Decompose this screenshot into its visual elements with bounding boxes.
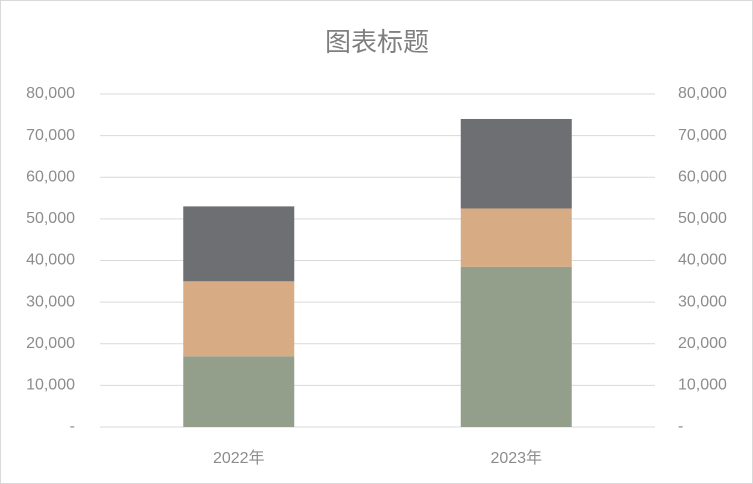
bar-segment xyxy=(183,281,295,357)
y2-tick-label: 40,000 xyxy=(678,252,727,269)
y2-tick-label: 30,000 xyxy=(678,293,727,310)
y2-tick-label: 70,000 xyxy=(678,127,727,144)
y2-tick-label: 60,000 xyxy=(678,168,727,185)
y2-tick-label: 50,000 xyxy=(678,210,727,227)
y-tick-label: 20,000 xyxy=(26,335,75,352)
y-tick-label: 80,000 xyxy=(26,85,75,102)
chart-title: 图表标题 xyxy=(325,27,429,57)
y-tick-label: 50,000 xyxy=(26,210,75,227)
bar-segment xyxy=(183,206,295,282)
y2-tick-label: 20,000 xyxy=(678,335,727,352)
bar-segment xyxy=(183,356,295,427)
x-tick-label: 2022年 xyxy=(213,449,265,467)
y-tick-label: 10,000 xyxy=(26,377,75,394)
bar-segment xyxy=(460,266,572,427)
y-tick-label: 70,000 xyxy=(26,127,75,144)
y2-tick-label: - xyxy=(678,418,683,435)
y2-tick-label: 10,000 xyxy=(678,377,727,394)
y2-tick-label: 80,000 xyxy=(678,85,727,102)
bar-segment xyxy=(460,208,572,267)
y-tick-label: - xyxy=(70,418,75,435)
y-tick-label: 30,000 xyxy=(26,293,75,310)
y-tick-label: 60,000 xyxy=(26,168,75,185)
bar-segment xyxy=(460,118,572,209)
x-tick-label: 2023年 xyxy=(490,449,542,467)
y-tick-label: 40,000 xyxy=(26,252,75,269)
